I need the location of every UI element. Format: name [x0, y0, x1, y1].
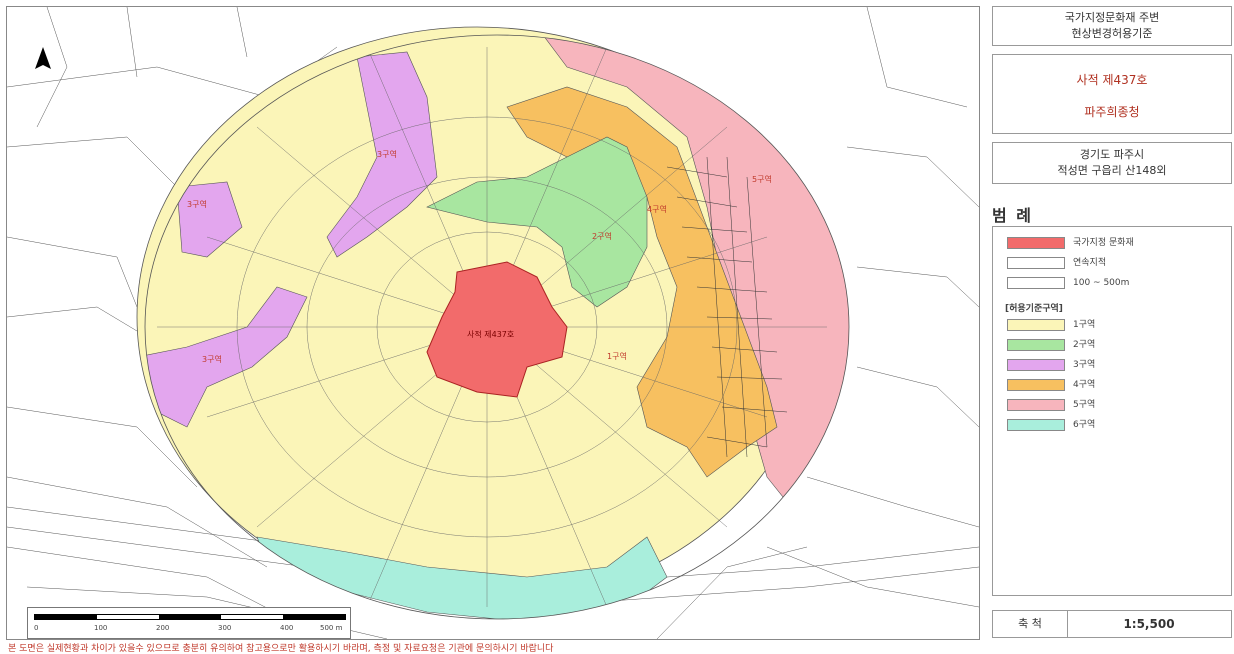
background-parcels: [7, 7, 979, 639]
zoning-map: 사적 제437호 2구역 3구역 3구역 3구역 4구역 5구역 1구역: [7, 7, 979, 639]
heritage-name-box: 사적 제437호 파주희종청: [992, 54, 1232, 134]
zone3a-area: [326, 51, 438, 258]
zone4-label: 4구역: [647, 204, 667, 214]
legend-swatch: [1007, 359, 1065, 371]
scale-tick-400: 400: [280, 624, 294, 632]
address-line1: 경기도 파주시: [1079, 148, 1145, 161]
legend-swatch: [1007, 237, 1065, 249]
legend-label: 국가지정 문화재: [1073, 238, 1134, 248]
legend-label: 4구역: [1073, 380, 1096, 390]
scale-tick-100: 100: [94, 624, 108, 632]
scale-tick-200: 200: [156, 624, 170, 632]
footer-disclaimer: 본 도면은 실제현황과 차이가 있을수 있으므로 충분히 유의하여 참고용으로만…: [8, 644, 554, 654]
scale-value: 1:5,500: [1123, 617, 1175, 631]
scale-label: 축 척: [993, 611, 1068, 637]
legend-label: 1구역: [1073, 320, 1096, 330]
zone2-area: [426, 136, 648, 308]
legend-swatch: [1007, 339, 1065, 351]
zone3b-area: [176, 181, 243, 258]
map-title-box: 국가지정문화재 주변 현상변경허용기준: [992, 6, 1232, 46]
zone3c-area: [145, 286, 308, 428]
scale-bar: 0 100 200 300 400 500 m: [27, 607, 351, 639]
zone3c-label: 3구역: [202, 354, 222, 364]
north-arrow-icon: [35, 47, 51, 69]
heritage-name: 파주희종청: [1084, 105, 1140, 119]
scale-tick-300: 300: [218, 624, 232, 632]
map-title-line2: 현상변경허용기준: [1071, 27, 1153, 40]
legend-zones-heading: [허용기준구역]: [1005, 304, 1063, 314]
legend-label: 100 ~ 500m: [1073, 278, 1130, 288]
legend-swatch: [1007, 419, 1065, 431]
address-box: 경기도 파주시 적성면 구읍리 산148외: [992, 142, 1232, 184]
legend-swatch: [1007, 257, 1065, 269]
scale-box: 축 척 1:5,500: [992, 610, 1232, 638]
heritage-designation: 사적 제437호: [1076, 73, 1148, 87]
legend-label: 2구역: [1073, 340, 1096, 350]
legend-label: 6구역: [1073, 420, 1096, 430]
legend-swatch: [1007, 319, 1065, 331]
legend-title: 범 례: [992, 206, 1034, 225]
heritage-site-area: [426, 261, 568, 398]
legend-label: 연속지적: [1073, 258, 1107, 268]
map-title-line1: 국가지정문화재 주변: [1064, 11, 1160, 24]
legend-swatch: [1007, 379, 1065, 391]
legend-label: 3구역: [1073, 360, 1096, 370]
legend-swatch: [1007, 399, 1065, 411]
legend-label: 5구역: [1073, 400, 1096, 410]
scale-tick-500: 500 m: [320, 624, 343, 632]
map-area[interactable]: 사적 제437호 2구역 3구역 3구역 3구역 4구역 5구역 1구역 0 1…: [6, 6, 980, 640]
scale-tick-0: 0: [34, 624, 39, 632]
legend-swatch: [1007, 277, 1065, 289]
zone2-label: 2구역: [592, 231, 612, 241]
zone1-label: 1구역: [607, 351, 627, 361]
zone3b-label: 3구역: [187, 199, 207, 209]
address-line2: 적성면 구읍리 산148외: [1057, 164, 1167, 177]
zone3a-label: 3구역: [377, 149, 397, 159]
heritage-site-label: 사적 제437호: [467, 329, 514, 339]
legend-box: 국가지정 문화재 연속지적 100 ~ 500m [허용기준구역] 1구역 2구…: [992, 226, 1232, 596]
zone5-label: 5구역: [752, 174, 772, 184]
